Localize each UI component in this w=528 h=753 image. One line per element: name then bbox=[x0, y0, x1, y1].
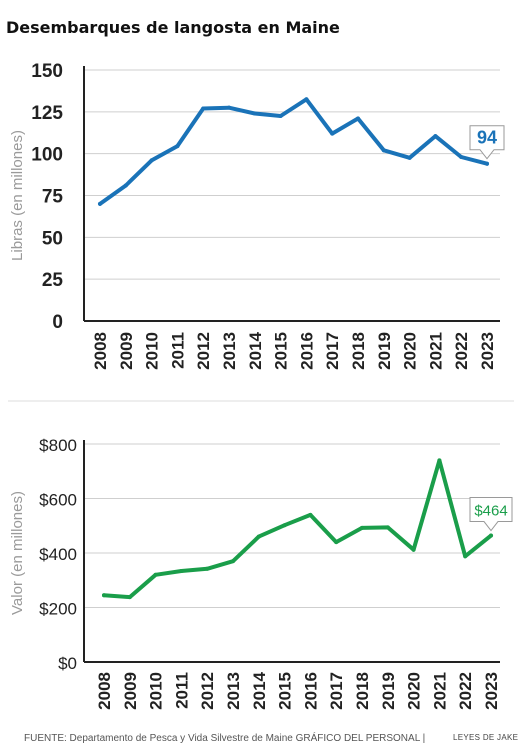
y-tick-label: 25 bbox=[42, 270, 64, 291]
x-tick-label: 2010 bbox=[147, 672, 166, 710]
data-point bbox=[437, 458, 442, 463]
data-point bbox=[356, 116, 360, 121]
data-point bbox=[381, 148, 386, 153]
x-tick-label: 2011 bbox=[172, 672, 191, 709]
x-tick-label: 2020 bbox=[405, 672, 424, 710]
x-tick-label: 2016 bbox=[297, 332, 316, 370]
y-axis-title: Valor (en millones) bbox=[9, 491, 26, 615]
value-chart: $0 $200 $400 $600 $800 Valor (en millones) 200… bbox=[9, 436, 513, 710]
x-tick-label: 2008 bbox=[95, 672, 114, 710]
y-tick-label: $800 bbox=[39, 436, 77, 455]
x-tick-label: 2020 bbox=[401, 332, 420, 370]
data-point bbox=[102, 593, 106, 598]
y-axis-title: Libras (en millones) bbox=[9, 130, 26, 261]
x-tick-label: 2016 bbox=[301, 672, 320, 710]
y-tick-label: 100 bbox=[31, 145, 63, 166]
x-tick-label: 2011 bbox=[168, 332, 187, 369]
series-line bbox=[98, 97, 489, 206]
data-point bbox=[407, 155, 412, 160]
x-tick-label: 2010 bbox=[143, 332, 162, 370]
source-note: FUENTE: Departamento de Pesca y Vida Sil… bbox=[24, 733, 426, 744]
credit-note: LEYES DE JAKE bbox=[453, 733, 519, 742]
y-tick-label: $0 bbox=[58, 654, 77, 673]
x-tick-label: 2015 bbox=[272, 332, 291, 370]
data-point bbox=[463, 554, 468, 559]
data-point bbox=[175, 144, 180, 149]
callout-box bbox=[469, 497, 513, 532]
x-tick-label: 2014 bbox=[250, 671, 269, 709]
data-point bbox=[278, 114, 283, 119]
x-tick-label: 2013 bbox=[220, 332, 239, 370]
x-tick-label: 2015 bbox=[276, 672, 295, 710]
data-point bbox=[149, 158, 154, 163]
x-tick-label: 2021 bbox=[430, 672, 449, 710]
data-point bbox=[123, 183, 128, 188]
data-point bbox=[485, 161, 489, 166]
x-tick-label: 2017 bbox=[323, 332, 342, 370]
series-line bbox=[102, 458, 493, 600]
x-tick-label: 2013 bbox=[224, 672, 243, 710]
x-tick-label: 2009 bbox=[117, 332, 136, 370]
y-tick-label: $200 bbox=[39, 600, 77, 619]
data-point bbox=[489, 533, 493, 538]
y-tick-label: 0 bbox=[52, 312, 63, 333]
callout-label: 94 bbox=[477, 128, 497, 148]
y-tick-label: $600 bbox=[39, 491, 77, 510]
x-tick-label: 2019 bbox=[379, 672, 398, 710]
data-point bbox=[205, 566, 210, 571]
chart-title: Desembarques de langosta en Maine bbox=[6, 18, 340, 37]
y-tick-label: 125 bbox=[31, 103, 63, 124]
x-tick-label: 2012 bbox=[194, 332, 213, 370]
data-point bbox=[459, 155, 464, 160]
x-tick-label: 2009 bbox=[121, 672, 140, 710]
callout-box bbox=[469, 125, 505, 160]
x-tick-label: 2012 bbox=[198, 672, 217, 710]
data-point bbox=[252, 111, 257, 116]
x-tick-label: 2021 bbox=[426, 332, 445, 370]
x-tick-label: 2014 bbox=[246, 331, 265, 369]
data-point bbox=[411, 547, 416, 552]
y-tick-label: $400 bbox=[39, 545, 77, 564]
data-point bbox=[256, 534, 261, 539]
data-point bbox=[282, 523, 287, 528]
data-point bbox=[231, 559, 235, 564]
x-tick-label: 2008 bbox=[91, 332, 110, 370]
data-point bbox=[433, 134, 438, 139]
data-point bbox=[334, 540, 339, 545]
data-point bbox=[360, 525, 364, 530]
data-point bbox=[201, 106, 206, 111]
x-tick-label: 2019 bbox=[375, 332, 394, 370]
data-point bbox=[227, 105, 231, 110]
x-tick-label: 2023 bbox=[478, 332, 497, 370]
x-tick-label: 2022 bbox=[456, 672, 475, 710]
x-tick-label: 2017 bbox=[327, 672, 346, 710]
data-point bbox=[179, 568, 184, 573]
data-point bbox=[330, 131, 335, 136]
y-tick-label: 50 bbox=[42, 228, 63, 249]
callout-label: $464 bbox=[474, 503, 507, 520]
x-tick-label: 2023 bbox=[482, 672, 501, 710]
data-point bbox=[153, 572, 158, 577]
data-point bbox=[98, 201, 102, 206]
x-tick-label: 2018 bbox=[353, 672, 372, 710]
data-point bbox=[304, 97, 309, 102]
pounds-chart: 0 25 50 75 100 125 150 Libras (en millones) 2008… bbox=[9, 61, 505, 370]
data-point bbox=[127, 595, 132, 600]
data-point bbox=[308, 512, 313, 517]
y-tick-label: 150 bbox=[31, 61, 63, 82]
y-tick-label: 75 bbox=[42, 187, 64, 208]
x-tick-label: 2022 bbox=[452, 332, 471, 370]
data-point bbox=[385, 525, 390, 530]
x-tick-label: 2018 bbox=[349, 332, 368, 370]
